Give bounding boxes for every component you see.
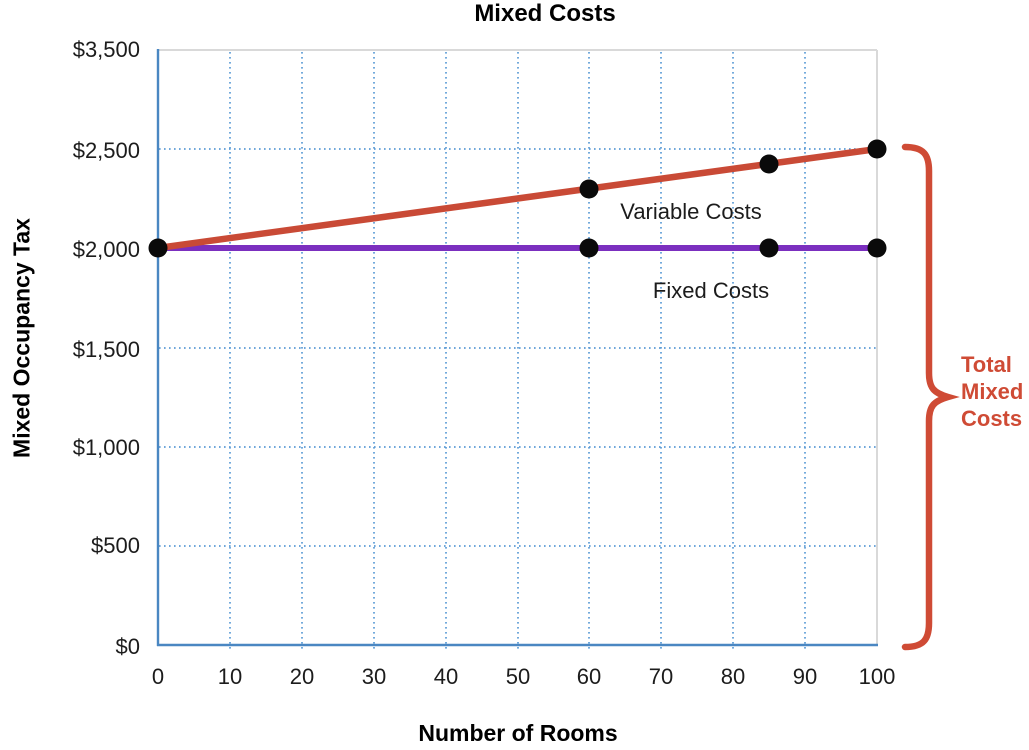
y-tick-1000: $1,000 [72,435,140,460]
chart-title: Mixed Costs [474,0,616,27]
y-tick-1500: $1,500 [72,337,140,362]
x-tick-70: 70 [648,664,674,689]
x-tick-10: 10 [217,664,243,689]
y-tick-500: $500 [91,533,140,558]
vertical-gridlines [229,52,806,651]
x-tick-100: 100 [858,664,896,689]
y-tick-2000: $2,000 [72,237,140,262]
data-point-variable-60 [579,179,599,199]
variable-costs-label: Variable Costs [620,199,762,224]
data-point-variable-85 [759,154,779,174]
y-tick-3500: $3,500 [72,37,140,62]
data-point-origin [148,238,168,258]
x-tick-90: 90 [792,664,818,689]
total-mixed-costs-brace [901,143,960,651]
total-mixed-costs-label: Total Mixed Costs [961,352,1024,431]
data-point-variable-100 [867,139,887,159]
y-tick-2500: $2,500 [72,138,140,163]
y-tick-0: $0 [115,634,140,659]
data-point-fixed-85 [759,238,779,258]
x-tick-40: 40 [433,664,459,689]
fixed-costs-label: Fixed Costs [652,278,770,303]
data-point-markers [148,139,887,258]
variable-costs-line [157,145,878,252]
x-tick-30: 30 [361,664,387,689]
x-tick-80: 80 [720,664,746,689]
x-axis-title: Number of Rooms [418,720,618,746]
data-point-fixed-60 [579,238,599,258]
x-tick-20: 20 [289,664,315,689]
x-tick-50: 50 [505,664,531,689]
x-tick-0: 0 [151,664,165,689]
x-tick-60: 60 [576,664,602,689]
data-point-fixed-100 [867,238,887,258]
